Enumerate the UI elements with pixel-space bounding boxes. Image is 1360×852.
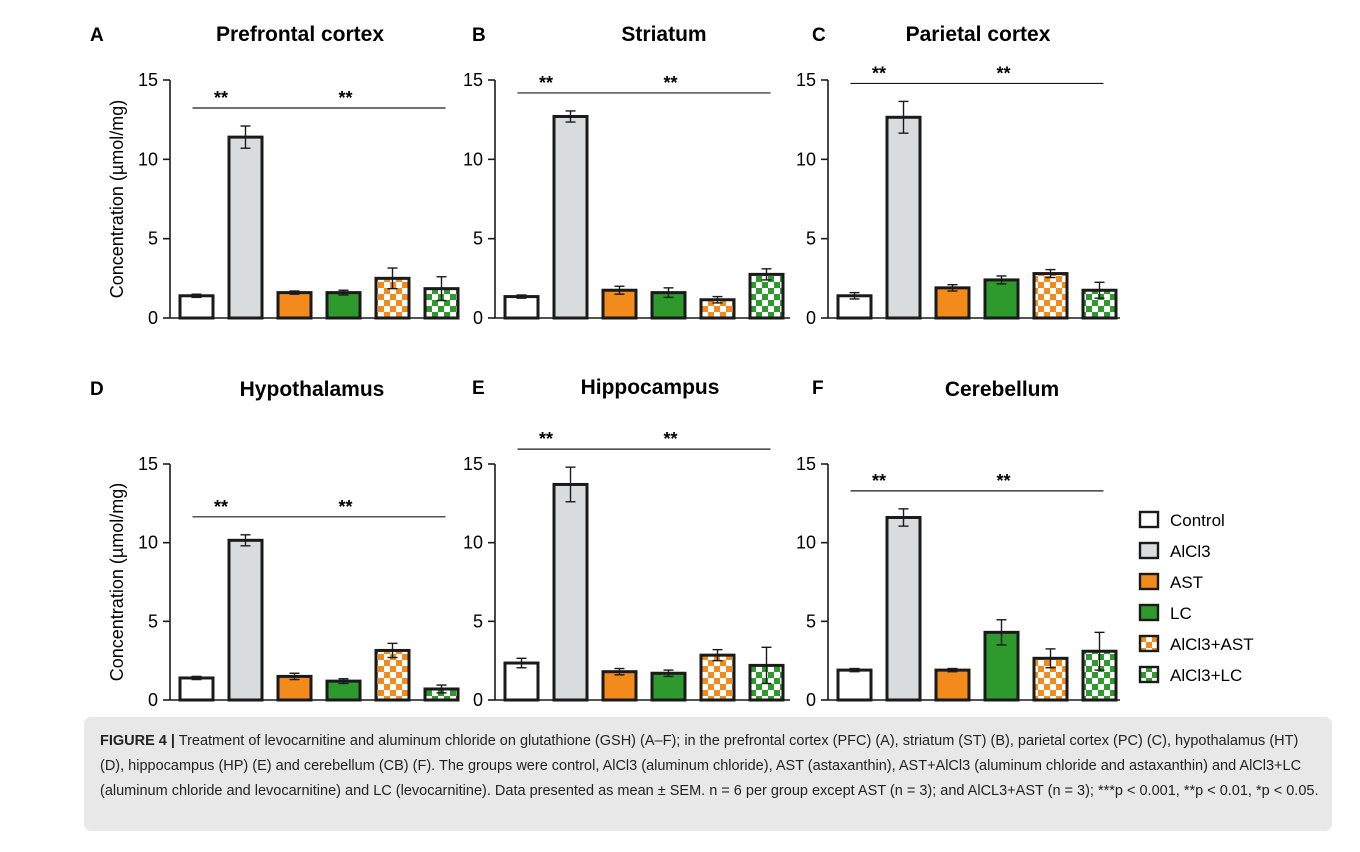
y-tick-label: 10 [796,533,816,553]
panel-title: Cerebellum [945,378,1059,401]
panel-d: D Hypothalamus 0 5 10 15 Concentration (µmol/m… [90,378,460,710]
panel-title: Striatum [621,23,706,46]
figure-caption: FIGURE 4 | Treatment of levocarnitine an… [100,729,1320,804]
y-tick-label: 15 [138,70,158,90]
legend-swatch-green [1138,603,1160,622]
bar-white [178,294,215,320]
bar-grey [227,538,264,702]
legend-label: AlCl3 [1170,542,1211,561]
y-tick-label: 5 [473,229,483,249]
y-tick-label: 0 [148,690,158,710]
legend-label: AlCl3+AST [1170,635,1254,654]
significance-marker: ** [539,429,553,449]
bar-orange [276,291,313,320]
panel-letter: E [472,378,485,399]
legend-label: AlCl3+LC [1170,666,1242,685]
bar-white [836,668,873,702]
y-tick-label: 10 [138,533,158,553]
y-tick-label: 0 [473,690,483,710]
panel-c: C Parietal cortex 0 5 10 15 ** ** [796,23,1120,328]
bar-grey [885,515,922,702]
panel-a: A Prefrontal cortex 0 5 10 15 Concentration (µ… [90,23,460,328]
significance-marker: ** [214,88,228,108]
y-tick-label: 15 [138,454,158,474]
caption-text: Treatment of levocarnitine and aluminum … [100,733,1319,799]
significance-marker: ** [539,73,553,93]
bar-orange [934,668,971,702]
panel-letter: B [472,25,486,46]
y-tick-label: 0 [806,308,816,328]
legend-swatch-orange [1138,572,1160,591]
panel-title: Hypothalamus [240,378,385,401]
legend-label: AST [1170,573,1203,592]
significance-marker: ** [663,429,677,449]
significance-marker: ** [872,63,886,83]
legend-swatch-orange-check [1138,634,1160,653]
y-tick-label: 10 [463,149,483,169]
y-tick-label: 0 [806,690,816,710]
panel-f: F Cerebellum 0 5 10 15 ** ** [796,378,1120,710]
panel-title: Parietal cortex [906,23,1051,46]
figure-caption-box: FIGURE 4 | Treatment of levocarnitine an… [84,717,1332,831]
bar-grey [885,115,922,320]
y-tick-label: 15 [796,454,816,474]
bar-orange-check [1032,272,1069,320]
panel-letter: D [90,379,104,400]
y-tick-label: 15 [463,454,483,474]
y-tick-label: 5 [806,611,816,631]
significance-marker: ** [663,73,677,93]
y-tick-label: 10 [463,533,483,553]
significance-marker: ** [872,471,886,491]
bar-green [650,671,687,702]
y-tick-label: 10 [138,149,158,169]
bar-white [178,676,215,702]
panel-letter: F [812,378,824,399]
panel-title: Prefrontal cortex [216,23,384,46]
legend-label: Control [1170,511,1225,530]
panel-letter: A [90,25,104,46]
y-tick-label: 5 [148,611,158,631]
bar-white [503,661,540,702]
significance-marker: ** [338,497,352,517]
legend: Control AlCl3 AST LC AlCl3+AST AlCl3+LC [1138,510,1254,685]
y-tick-label: 0 [473,308,483,328]
significance-marker: ** [996,471,1010,491]
panel-e: E Hippocampus 0 5 10 15 ** ** [463,376,790,710]
legend-swatch-green-check [1138,665,1160,684]
y-tick-label: 5 [473,611,483,631]
y-tick-label: 5 [148,229,158,249]
bar-green [325,291,362,320]
y-tick-label: 15 [463,70,483,90]
bar-grey [227,135,264,320]
bar-green [983,278,1020,320]
legend-swatch-white [1138,510,1160,529]
panel-b: B Striatum 0 5 10 15 ** ** [463,23,790,328]
y-tick-label: 10 [796,149,816,169]
significance-marker: ** [214,497,228,517]
bar-orange [601,670,638,702]
y-axis-label: Concentration (µmol/mg) [107,483,127,681]
y-tick-label: 0 [148,308,158,328]
significance-marker: ** [338,88,352,108]
y-axis-label: Concentration (µmol/mg) [107,100,127,298]
bar-white [503,295,540,320]
panel-letter: C [812,25,826,46]
bar-grey [552,114,589,320]
bar-grey [552,482,589,702]
bar-orange-check [699,653,736,702]
panel-title: Hippocampus [581,376,720,399]
y-tick-label: 5 [806,229,816,249]
bar-orange [934,286,971,320]
legend-label: LC [1170,604,1192,623]
legend-swatch-grey [1138,541,1160,560]
y-tick-label: 15 [796,70,816,90]
bar-green-check [748,272,785,320]
significance-marker: ** [996,63,1010,83]
figure-label: FIGURE 4 | [100,733,175,749]
